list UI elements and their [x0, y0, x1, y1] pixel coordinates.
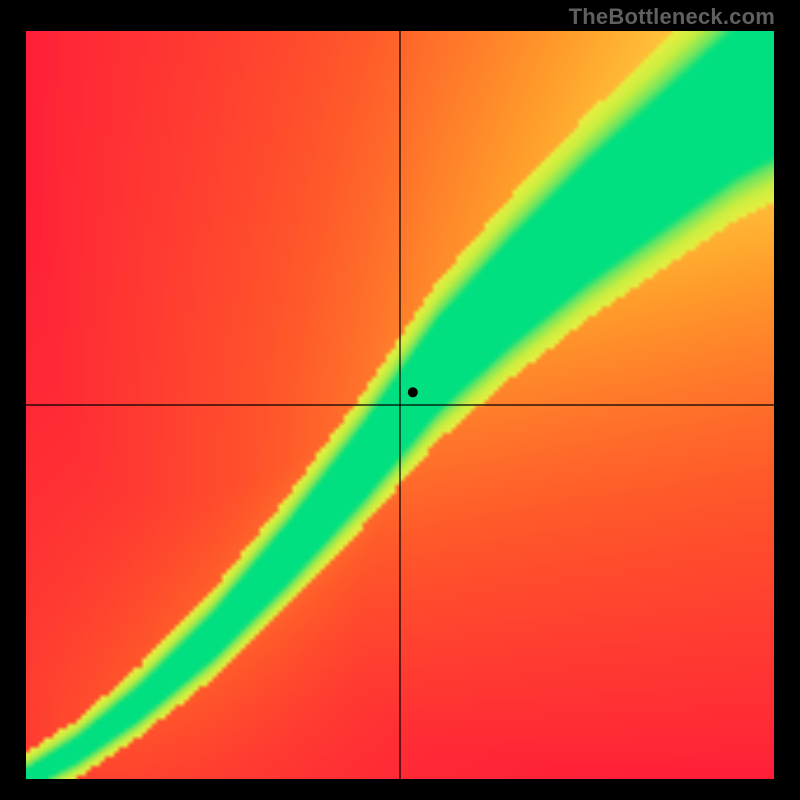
plot-area: [25, 30, 775, 780]
bottleneck-heatmap: [25, 30, 775, 780]
chart-frame: TheBottleneck.com: [0, 0, 800, 800]
attribution-watermark: TheBottleneck.com: [569, 4, 775, 30]
